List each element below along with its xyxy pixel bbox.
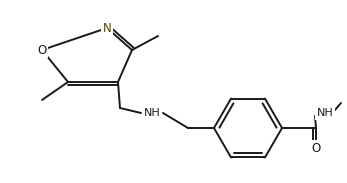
Text: O: O <box>37 44 46 57</box>
Text: NH: NH <box>316 108 333 118</box>
Text: O: O <box>311 141 321 154</box>
Text: NH: NH <box>144 108 160 118</box>
Text: N: N <box>103 21 111 35</box>
